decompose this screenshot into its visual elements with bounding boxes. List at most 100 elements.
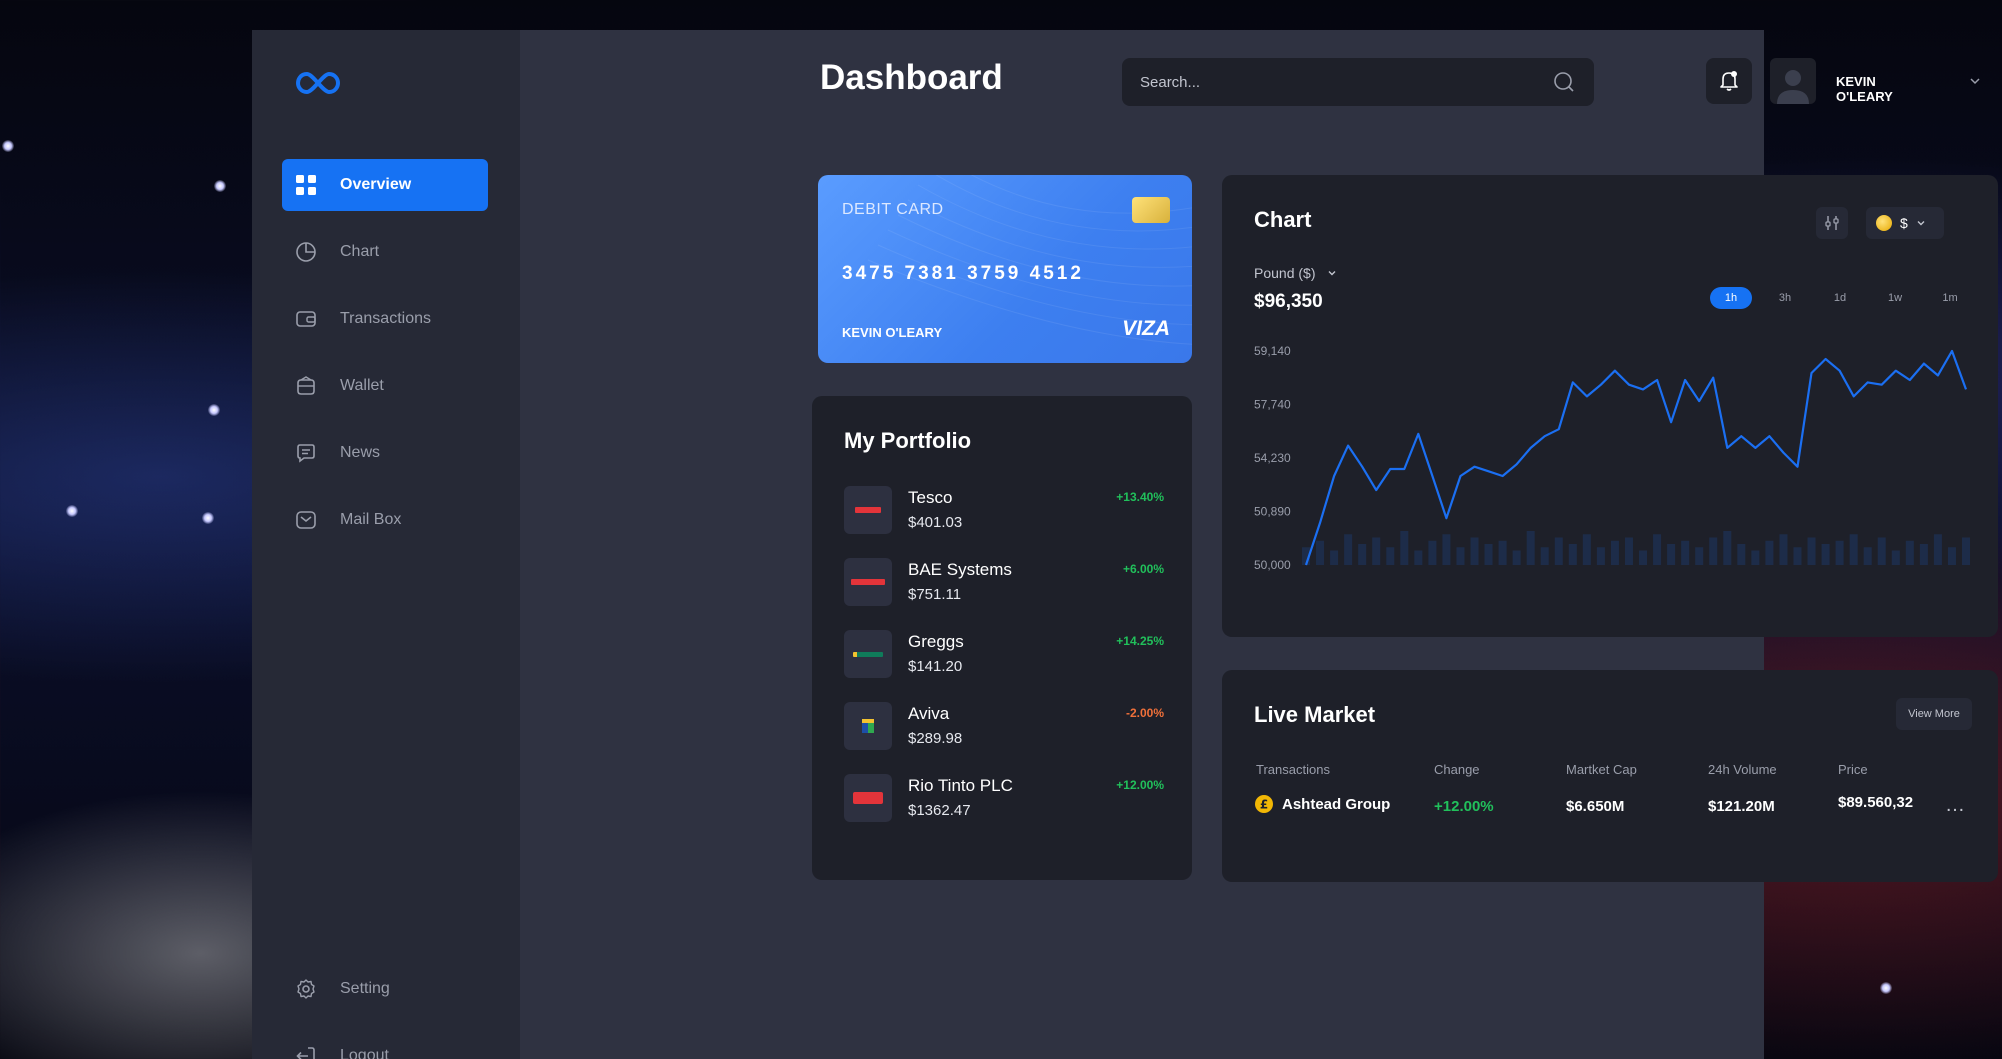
volume-bar bbox=[1358, 544, 1367, 565]
stock-price: $751.11 bbox=[908, 586, 962, 603]
company-logo bbox=[844, 486, 892, 534]
mail-icon bbox=[294, 508, 318, 532]
volume-bar bbox=[1835, 540, 1844, 565]
stock-price: $1362.47 bbox=[908, 802, 971, 819]
company-logo bbox=[844, 630, 892, 678]
volume-bar bbox=[1765, 540, 1774, 565]
volume-bar bbox=[1863, 547, 1872, 565]
sidebar-item-chart[interactable]: Chart bbox=[282, 226, 488, 278]
y-tick-label: 57,740 bbox=[1254, 398, 1291, 412]
volume-bar bbox=[1470, 537, 1479, 565]
stock-change: +6.00% bbox=[1122, 562, 1164, 576]
search-bar bbox=[1122, 58, 1594, 106]
volume-bar bbox=[1456, 547, 1465, 565]
list-item[interactable]: BAE Systems $751.11 +6.00% bbox=[844, 558, 1164, 630]
sidebar-item-transactions[interactable]: Transactions bbox=[282, 293, 488, 345]
y-tick-label: 50,000 bbox=[1254, 558, 1291, 572]
stock-price: $401.03 bbox=[908, 514, 963, 531]
y-tick-label: 50,890 bbox=[1254, 505, 1291, 519]
app-window: Overview Chart Transactions Wallet bbox=[252, 30, 1998, 1059]
chart-title: Chart bbox=[1254, 207, 1312, 232]
volume-bar bbox=[1877, 537, 1886, 565]
volume-bar bbox=[1849, 534, 1858, 565]
pair-label: Pound ($) bbox=[1254, 265, 1316, 281]
stock-name: Rio Tinto PLC bbox=[908, 776, 1013, 795]
bae-logo-icon bbox=[851, 579, 885, 585]
background-light bbox=[214, 180, 226, 192]
chart-settings-button[interactable] bbox=[1816, 207, 1848, 239]
sidebar-item-label: News bbox=[340, 444, 381, 461]
sidebar-item-label: Logout bbox=[340, 1047, 389, 1059]
sidebar-bottom-nav: Setting Logout bbox=[282, 963, 488, 1059]
list-item[interactable]: Greggs $141.20 +14.25% bbox=[844, 630, 1164, 702]
volume-bar bbox=[1919, 544, 1928, 565]
volume-bar bbox=[1821, 544, 1830, 565]
chevron-down-icon[interactable] bbox=[1968, 74, 1982, 88]
market-title: Live Market bbox=[1254, 702, 1376, 727]
timeframe-1d[interactable]: 1d bbox=[1833, 292, 1847, 304]
volume-bar bbox=[1807, 537, 1816, 565]
user-name: KEVIN O'LEARY bbox=[1836, 74, 1893, 104]
stock-name: Aviva bbox=[908, 704, 950, 723]
sidebar: Overview Chart Transactions Wallet bbox=[252, 30, 520, 1059]
stock-change: +14.25% bbox=[1116, 634, 1164, 648]
notification-button[interactable] bbox=[1706, 58, 1752, 104]
background-light bbox=[208, 404, 220, 416]
volume-bar bbox=[1905, 540, 1914, 565]
currency-select[interactable]: $ bbox=[1866, 207, 1944, 239]
timeframe-1m[interactable]: 1m bbox=[1942, 292, 1958, 304]
background-light bbox=[2, 140, 14, 152]
sidebar-item-setting[interactable]: Setting bbox=[282, 963, 488, 1015]
timeframe-1w[interactable]: 1w bbox=[1887, 292, 1903, 304]
sidebar-nav: Overview Chart Transactions Wallet bbox=[282, 159, 488, 561]
list-item[interactable]: Tesco $401.03 +13.40% bbox=[844, 486, 1164, 558]
list-item[interactable]: Rio Tinto PLC $1362.47 +12.00% bbox=[844, 774, 1164, 846]
volume-bar bbox=[1554, 537, 1563, 565]
view-more-button[interactable]: View More bbox=[1896, 698, 1972, 730]
page-title: Dashboard bbox=[820, 58, 1003, 97]
price-line bbox=[1304, 349, 1968, 566]
timeframe-3h[interactable]: 3h bbox=[1778, 292, 1792, 304]
search-icon[interactable] bbox=[1552, 70, 1576, 94]
volume-bar bbox=[1316, 540, 1325, 565]
sidebar-item-mail-box[interactable]: Mail Box bbox=[282, 494, 488, 546]
more-options-icon[interactable]: … bbox=[1945, 794, 1966, 816]
card-brand: VIZA bbox=[1122, 317, 1170, 340]
sidebar-item-label: Mail Box bbox=[340, 511, 402, 528]
sidebar-item-label: Overview bbox=[340, 176, 412, 193]
main-content: Dashboard KEVIN O'LEARY DEBIT CARD bbox=[520, 30, 1998, 1059]
y-tick-label: 59,140 bbox=[1254, 344, 1291, 358]
card-pattern bbox=[867, 175, 1192, 345]
company-logo bbox=[844, 702, 892, 750]
avatar[interactable] bbox=[1770, 58, 1816, 104]
volume-bar bbox=[1681, 540, 1690, 565]
search-input[interactable] bbox=[1140, 73, 1552, 91]
sidebar-item-wallet[interactable]: Wallet bbox=[282, 360, 488, 412]
chart-panel: 59,140 57,740 54,230 50,890 50,000 Chart $ P… bbox=[1222, 175, 1998, 637]
sidebar-item-label: Transactions bbox=[340, 310, 431, 327]
pair-value: $96,350 bbox=[1254, 291, 1323, 312]
market-header-transactions: Transactions bbox=[1256, 762, 1330, 777]
list-item[interactable]: Aviva $289.98 -2.00% bbox=[844, 702, 1164, 774]
volume-bar bbox=[1568, 544, 1577, 565]
volume-bar bbox=[1442, 534, 1451, 565]
live-market-panel: Live Market View More Transactions Chang… bbox=[1222, 670, 1998, 882]
sidebar-item-label: Setting bbox=[340, 980, 390, 997]
sidebar-item-overview[interactable]: Overview bbox=[282, 159, 488, 211]
sidebar-item-logout[interactable]: Logout bbox=[282, 1030, 488, 1059]
volume-bar bbox=[1709, 537, 1718, 565]
stock-price: $141.20 bbox=[908, 658, 963, 675]
volume-bar bbox=[1947, 547, 1956, 565]
pair-select[interactable]: Pound ($) bbox=[1254, 265, 1337, 281]
stock-change: +13.40% bbox=[1116, 490, 1164, 504]
price-chart: 59,140 57,740 54,230 50,890 50,000 bbox=[1254, 344, 1970, 572]
sidebar-item-news[interactable]: News bbox=[282, 427, 488, 479]
portfolio-panel: My Portfolio Tesco $401.03 +13.40% BAE S… bbox=[812, 396, 1192, 880]
volume-bar bbox=[1540, 547, 1549, 565]
debit-card[interactable]: DEBIT CARD 3475 7381 3759 4512 KEVIN O'L… bbox=[818, 175, 1192, 363]
volume-bar bbox=[1400, 531, 1409, 565]
volume-bar bbox=[1737, 544, 1746, 565]
rio-tinto-logo-icon bbox=[853, 792, 883, 804]
chevron-down-icon bbox=[1328, 271, 1336, 276]
timeframe-1h[interactable]: 1h bbox=[1710, 287, 1752, 309]
